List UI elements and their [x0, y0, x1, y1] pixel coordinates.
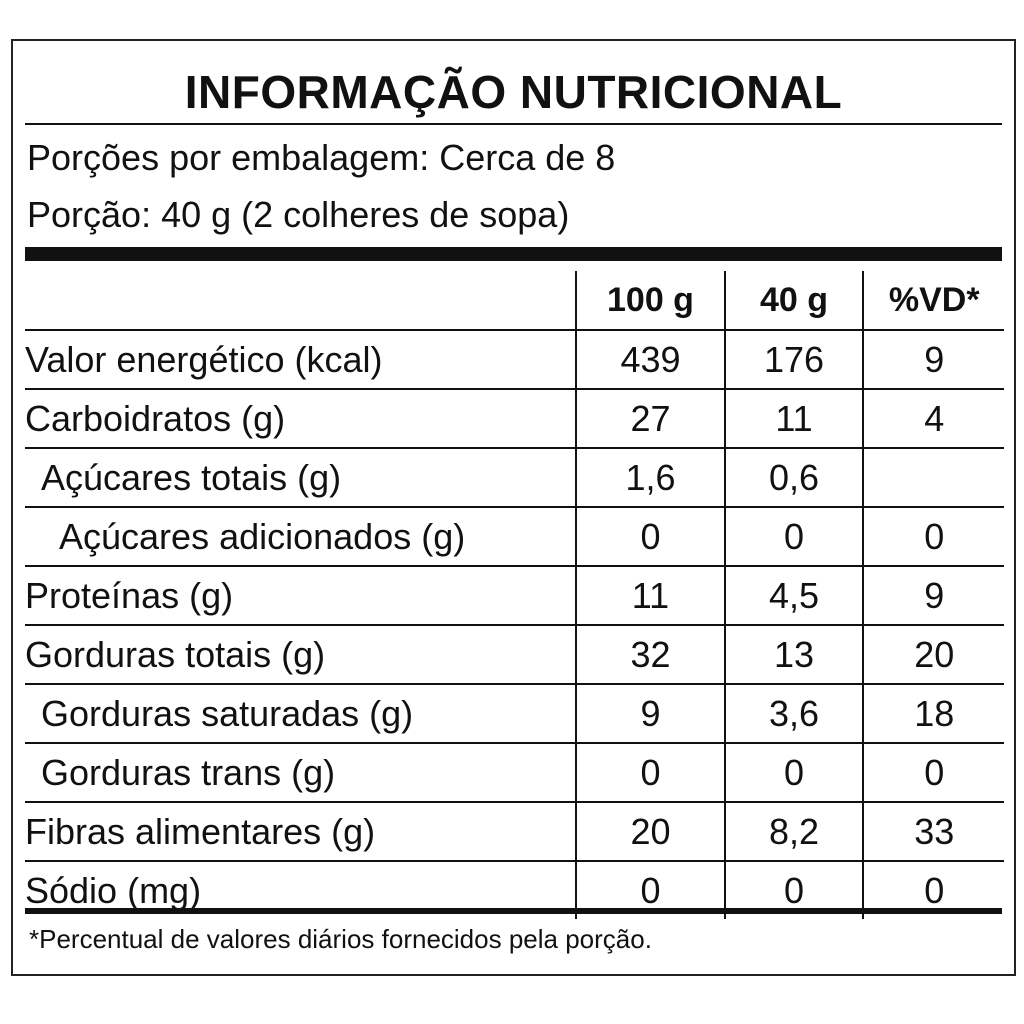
table-row: Fibras alimentares (g) 20 8,2 33 [25, 802, 1004, 862]
nutrient-name: Proteínas (g) [25, 566, 577, 626]
header-nutrient [25, 271, 577, 331]
serving-size: Porção: 40 g (2 colheres de sopa) [27, 194, 570, 235]
value-100g: 32 [575, 625, 725, 685]
nutrient-name: Açúcares totais (g) [25, 448, 577, 508]
value-vd: 0 [862, 743, 1004, 803]
value-40g: 11 [723, 389, 864, 449]
value-vd: 20 [862, 625, 1004, 685]
label-title: INFORMAÇÃO NUTRICIONAL [184, 66, 843, 118]
nutrient-name: Carboidratos (g) [25, 389, 577, 449]
nutrient-name: Gorduras totais (g) [25, 625, 577, 685]
table-header-row: 100 g 40 g %VD* [25, 271, 1004, 331]
title-divider [25, 123, 1002, 125]
thick-divider-top [25, 247, 1002, 261]
nutrition-label: INFORMAÇÃO NUTRICIONAL Porções por embal… [11, 39, 1016, 976]
value-vd [862, 448, 1004, 508]
value-100g: 27 [575, 389, 725, 449]
table-row: Açúcares adicionados (g) 0 0 0 [25, 507, 1004, 567]
value-40g: 3,6 [723, 684, 864, 744]
table-row: Carboidratos (g) 27 11 4 [25, 389, 1004, 449]
nutrition-table: 100 g 40 g %VD* Valor energético (kcal) 4… [25, 271, 1004, 919]
header-vd: %VD* [862, 271, 1004, 331]
table-row: Valor energético (kcal) 439 176 9 [25, 330, 1004, 390]
value-40g: 4,5 [723, 566, 864, 626]
table-row: Proteínas (g) 11 4,5 9 [25, 566, 1004, 626]
value-100g: 20 [575, 802, 725, 862]
value-40g: 0,6 [723, 448, 864, 508]
nutrient-name: Sódio (mg) [25, 870, 202, 911]
table-row: Gorduras saturadas (g) 9 3,6 18 [25, 684, 1004, 744]
value-vd: 18 [862, 684, 1004, 744]
value-vd: 4 [862, 389, 1004, 449]
value-100g: 439 [575, 330, 725, 390]
nutrient-name: Fibras alimentares (g) [25, 802, 577, 862]
value-100g: 11 [575, 566, 725, 626]
value-vd: 0 [862, 507, 1004, 567]
value-40g: 0 [723, 507, 864, 567]
value-vd: 9 [862, 330, 1004, 390]
value-100g: 1,6 [575, 448, 725, 508]
value-40g: 8,2 [723, 802, 864, 862]
value-100g: 0 [575, 507, 725, 567]
servings-per-package: Porções por embalagem: Cerca de 8 [27, 137, 616, 178]
value-100g: 0 [575, 743, 725, 803]
value-100g: 9 [575, 684, 725, 744]
table-row: Açúcares totais (g) 1,6 0,6 [25, 448, 1004, 508]
nutrient-name: Valor energético (kcal) [25, 330, 577, 390]
value-40g: 0 [723, 743, 864, 803]
footnote: *Percentual de valores diários fornecido… [29, 924, 652, 954]
header-100g: 100 g [575, 271, 725, 331]
table-row: Gorduras totais (g) 32 13 20 [25, 625, 1004, 685]
value-40g: 13 [723, 625, 864, 685]
nutrient-name: Gorduras saturadas (g) [25, 684, 577, 744]
table-row: Gorduras trans (g) 0 0 0 [25, 743, 1004, 803]
nutrient-name: Açúcares adicionados (g) [25, 507, 577, 567]
value-vd: 9 [862, 566, 1004, 626]
thick-divider-bottom [25, 908, 1002, 914]
value-40g: 176 [723, 330, 864, 390]
nutrient-name: Gorduras trans (g) [25, 743, 577, 803]
header-40g: 40 g [723, 271, 864, 331]
value-vd: 33 [862, 802, 1004, 862]
